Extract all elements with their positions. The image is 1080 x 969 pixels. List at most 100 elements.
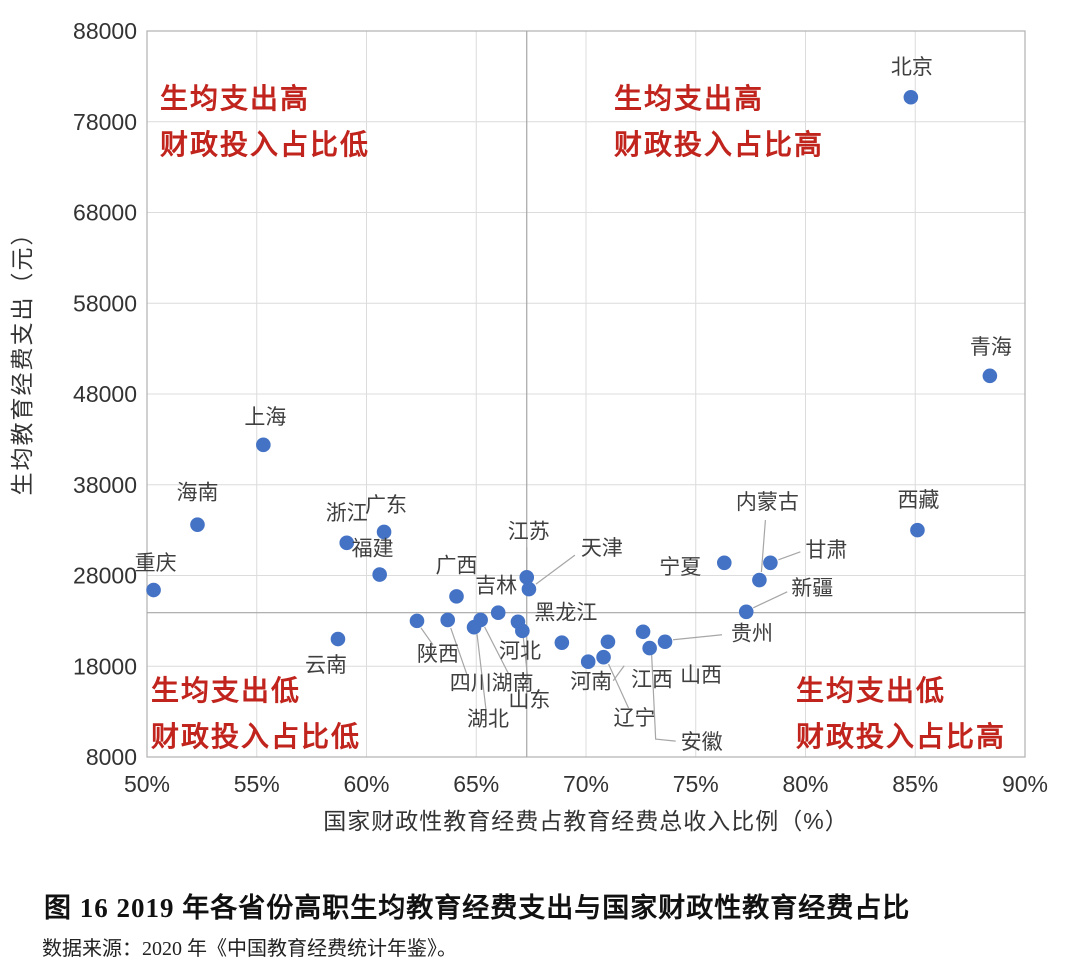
quadrant-label-line: 财政投入占比高 — [796, 721, 1007, 752]
point-label: 云南 — [305, 654, 347, 677]
y-axis-title: 生均教育经费支出（元） — [9, 221, 35, 496]
data-point — [716, 555, 732, 571]
point-label: 陕西 — [417, 643, 459, 666]
point-label: 辽宁 — [614, 707, 656, 730]
data-point — [146, 582, 161, 598]
point-label: 江苏 — [508, 520, 550, 543]
y-tick-label: 78000 — [73, 109, 137, 135]
x-tick-label: 50% — [124, 771, 170, 797]
x-axis-title: 国家财政性教育经费占教育经费总收入比例（%） — [323, 808, 848, 834]
point-label: 江西 — [631, 669, 673, 692]
data-point — [330, 631, 346, 647]
data-point — [596, 649, 611, 665]
quadrant-label-line: 生均支出高 — [614, 83, 765, 114]
point-label: 宁夏 — [659, 556, 701, 579]
data-point — [519, 570, 535, 585]
point-label: 青海 — [970, 336, 1012, 359]
plot-border — [146, 30, 1026, 758]
gridlines — [146, 30, 1026, 758]
point-label: 天津 — [581, 537, 623, 560]
y-tick-label: 38000 — [73, 472, 137, 498]
leader-lines — [420, 519, 801, 742]
point-label: 北京 — [891, 56, 933, 79]
data-point — [752, 572, 767, 588]
x-tick-label: 55% — [234, 771, 280, 797]
quadrant-label-line: 财政投入占比低 — [151, 721, 362, 752]
point-label: 安徽 — [681, 731, 723, 754]
data-point — [600, 634, 616, 650]
y-tick-label: 18000 — [73, 653, 137, 679]
point-label: 海南 — [176, 482, 218, 505]
point-label: 上海 — [244, 406, 286, 429]
point-label: 贵州 — [731, 623, 773, 646]
data-points — [146, 89, 998, 670]
data-point — [521, 581, 537, 597]
x-tick-label: 80% — [782, 771, 828, 797]
data-point — [738, 604, 754, 620]
point-label: 黑龙江 — [534, 602, 597, 625]
x-tick-label: 65% — [453, 771, 499, 797]
data-source-note: 数据来源：2020 年《中国教育经费统计年鉴》。 — [42, 938, 457, 960]
point-label: 重庆 — [135, 552, 177, 575]
quadrant-label-line: 生均支出高 — [160, 83, 311, 114]
point-label: 河南 — [570, 671, 612, 694]
x-tick-label: 90% — [1002, 771, 1048, 797]
point-label: 福建 — [352, 538, 394, 561]
quadrant-label-line: 生均支出低 — [796, 675, 947, 706]
point-label: 山东 — [508, 689, 550, 712]
data-point — [903, 89, 919, 105]
leader-line — [672, 634, 723, 641]
point-label: 内蒙古 — [736, 491, 799, 514]
x-tick-label: 75% — [673, 771, 719, 797]
point-label: 甘肃 — [805, 539, 847, 562]
data-point — [642, 640, 657, 656]
leader-line — [484, 626, 510, 675]
data-point — [554, 635, 570, 650]
data-point — [376, 524, 392, 540]
y-tick-label: 68000 — [73, 200, 137, 226]
y-tick-label: 28000 — [73, 563, 137, 589]
data-point — [657, 634, 673, 650]
data-point — [635, 624, 651, 640]
point-label: 河北 — [499, 640, 541, 663]
data-point — [372, 567, 387, 582]
point-label: 湖南 — [492, 672, 534, 695]
figure-caption: 图 16 2019 年各省份高职生均教育经费支出与国家财政性教育经费占比 — [44, 893, 911, 923]
y-tick-label: 88000 — [73, 18, 137, 44]
y-tick-label: 48000 — [73, 381, 137, 407]
point-label: 新疆 — [791, 577, 833, 600]
point-label: 吉林 — [475, 575, 517, 598]
data-point — [490, 605, 506, 621]
leader-line — [420, 627, 434, 646]
leader-line — [608, 663, 630, 709]
point-label: 四川 — [450, 672, 492, 695]
data-point — [339, 535, 355, 551]
quadrant-label-line: 财政投入占比低 — [160, 129, 371, 160]
leader-line — [651, 655, 676, 742]
x-tick-label: 60% — [343, 771, 389, 797]
data-point — [910, 522, 925, 538]
quadrant-label-top-left: 生均支出高 财政投入占比低 — [160, 76, 370, 168]
leader-line — [535, 554, 576, 585]
data-point — [982, 368, 998, 384]
quadrant-label-top-right: 生均支出高 财政投入占比高 — [614, 76, 824, 168]
x-tick-label: 70% — [563, 771, 609, 797]
leader-line — [778, 551, 801, 561]
axis-ticks: 50% 55% 60% 65% 70% 75% 80% 85% 90% 8000 18000 2800… — [73, 18, 1048, 797]
quadrant-label-line: 财政投入占比高 — [614, 129, 825, 160]
y-tick-label: 8000 — [86, 744, 137, 770]
data-point — [440, 612, 456, 628]
point-label: 湖北 — [467, 708, 509, 731]
data-point — [763, 555, 778, 571]
data-point — [449, 589, 464, 604]
quadrant-label-bottom-left: 生均支出低 财政投入占比低 — [151, 668, 361, 760]
data-point — [515, 623, 530, 639]
data-point — [473, 612, 488, 628]
leader-line — [476, 634, 487, 711]
leader-line — [450, 627, 468, 675]
point-label: 广西 — [435, 554, 477, 577]
point-label: 山西 — [680, 664, 722, 687]
point-label: 广东 — [365, 494, 407, 517]
